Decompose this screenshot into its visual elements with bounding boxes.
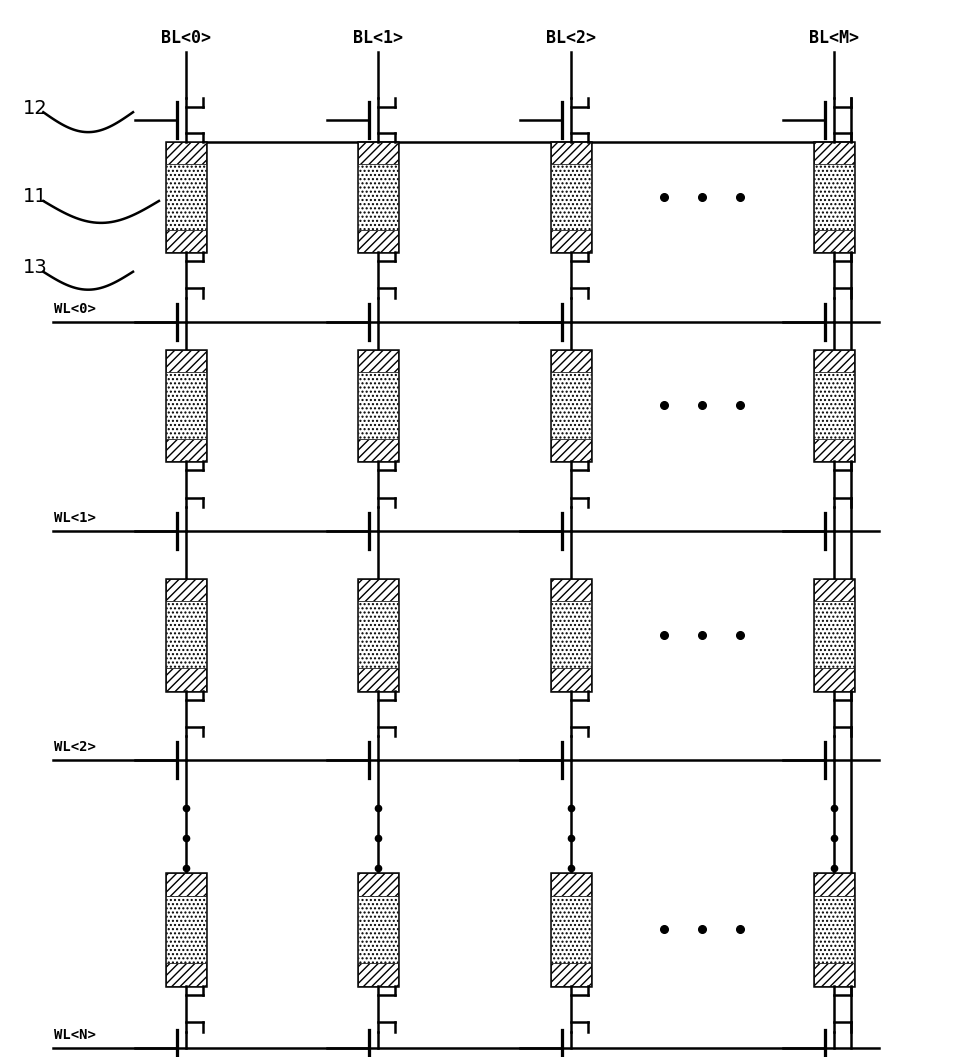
Bar bbox=[359, 372, 399, 438]
Text: BL<M>: BL<M> bbox=[809, 30, 859, 48]
Bar bbox=[551, 349, 591, 372]
Bar bbox=[359, 579, 399, 602]
Bar bbox=[815, 963, 854, 986]
Bar bbox=[815, 372, 854, 438]
Bar bbox=[166, 349, 206, 372]
Bar bbox=[551, 873, 591, 896]
Bar bbox=[815, 602, 854, 668]
Bar bbox=[551, 372, 591, 438]
Bar bbox=[815, 668, 854, 690]
Bar bbox=[815, 230, 854, 252]
Bar bbox=[166, 963, 206, 986]
Bar bbox=[166, 164, 206, 230]
Bar bbox=[359, 873, 399, 986]
Bar bbox=[815, 438, 854, 462]
Text: WL<1>: WL<1> bbox=[54, 511, 96, 525]
Bar bbox=[359, 438, 399, 462]
Bar bbox=[815, 896, 854, 963]
Text: WL<2>: WL<2> bbox=[54, 740, 96, 754]
Bar bbox=[815, 349, 854, 372]
Bar bbox=[815, 873, 854, 896]
Bar bbox=[359, 602, 399, 668]
Bar bbox=[815, 142, 854, 164]
Bar bbox=[166, 230, 206, 252]
Text: BL<0>: BL<0> bbox=[160, 30, 211, 48]
Bar bbox=[359, 142, 399, 252]
Text: 11: 11 bbox=[23, 187, 48, 207]
Bar bbox=[359, 164, 399, 230]
Bar bbox=[166, 873, 206, 986]
Text: BL<2>: BL<2> bbox=[545, 30, 596, 48]
Text: WL<0>: WL<0> bbox=[54, 302, 96, 316]
Bar bbox=[815, 142, 854, 252]
Bar bbox=[551, 896, 591, 963]
Bar bbox=[359, 349, 399, 372]
Text: BL<1>: BL<1> bbox=[353, 30, 403, 48]
Text: 12: 12 bbox=[23, 98, 48, 118]
Bar bbox=[166, 896, 206, 963]
Bar bbox=[166, 142, 206, 252]
Bar bbox=[166, 142, 206, 164]
Bar bbox=[551, 579, 591, 602]
Bar bbox=[359, 668, 399, 690]
Bar bbox=[359, 579, 399, 690]
Bar bbox=[359, 963, 399, 986]
Bar bbox=[166, 602, 206, 668]
Bar bbox=[551, 230, 591, 252]
Text: 13: 13 bbox=[23, 258, 48, 277]
Bar bbox=[551, 579, 591, 690]
Bar bbox=[551, 963, 591, 986]
Bar bbox=[551, 142, 591, 252]
Bar bbox=[359, 142, 399, 164]
Bar bbox=[359, 873, 399, 896]
Text: WL<N>: WL<N> bbox=[54, 1027, 96, 1042]
Bar bbox=[166, 438, 206, 462]
Bar bbox=[551, 349, 591, 462]
Bar bbox=[166, 579, 206, 602]
Bar bbox=[551, 668, 591, 690]
Bar bbox=[815, 579, 854, 602]
Bar bbox=[166, 372, 206, 438]
Bar bbox=[359, 896, 399, 963]
Bar bbox=[815, 873, 854, 986]
Bar bbox=[815, 579, 854, 690]
Bar bbox=[551, 142, 591, 164]
Bar bbox=[359, 349, 399, 462]
Bar bbox=[815, 349, 854, 462]
Bar bbox=[166, 579, 206, 690]
Bar bbox=[551, 602, 591, 668]
Bar bbox=[359, 230, 399, 252]
Bar bbox=[166, 873, 206, 896]
Bar bbox=[815, 164, 854, 230]
Bar bbox=[551, 438, 591, 462]
Bar bbox=[166, 668, 206, 690]
Bar bbox=[551, 873, 591, 986]
Bar bbox=[166, 349, 206, 462]
Bar bbox=[551, 164, 591, 230]
